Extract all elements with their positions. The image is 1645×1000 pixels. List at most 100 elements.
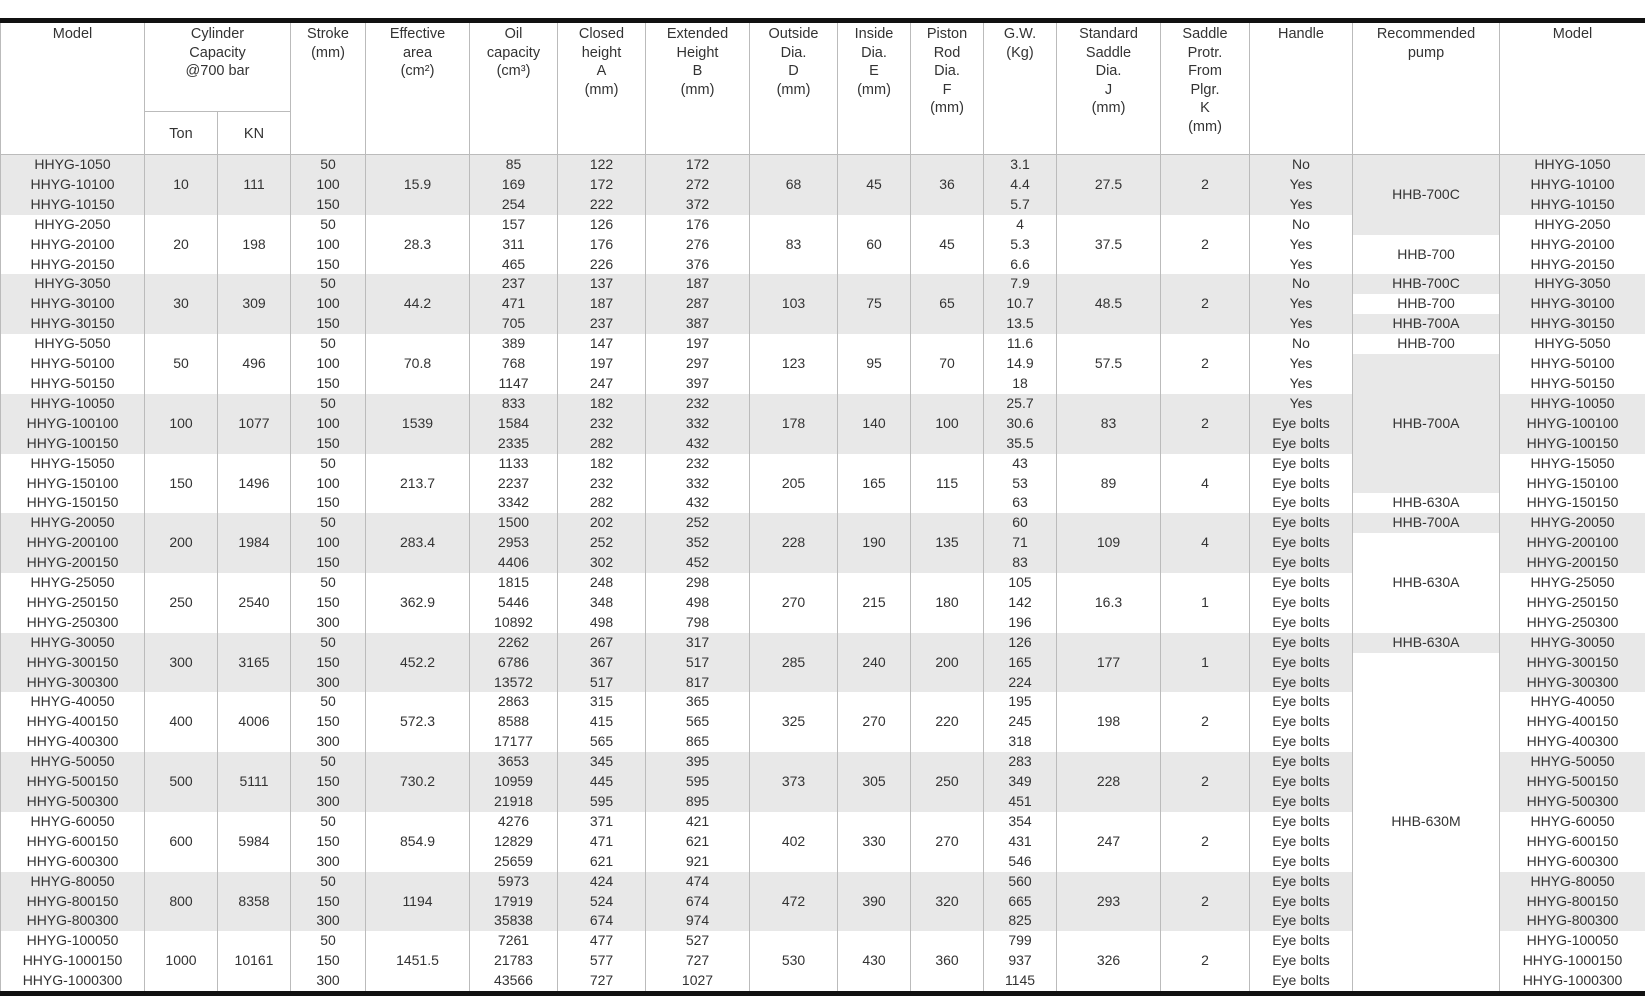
oil-capacity: 8588 bbox=[469, 712, 558, 733]
model: HHYG-3050 bbox=[1499, 274, 1645, 295]
oil-capacity: 4406 bbox=[469, 553, 558, 574]
effective-area: 213.7 bbox=[365, 453, 470, 514]
model: HHYG-300150 bbox=[0, 652, 145, 673]
oil-capacity: 4276 bbox=[469, 811, 558, 832]
rod-dia: 65 bbox=[910, 274, 984, 335]
ton: 600 bbox=[144, 811, 218, 872]
model: HHYG-20050 bbox=[0, 513, 145, 534]
inside-dia: 270 bbox=[837, 692, 911, 753]
rod-dia: 36 bbox=[910, 154, 984, 215]
extended-height: 287 bbox=[645, 294, 750, 315]
closed-height: 424 bbox=[557, 871, 646, 892]
closed-height: 147 bbox=[557, 334, 646, 355]
table-row: HHYG-5050 50 496 50 70.8 389 147 197 123 95 70 11.6… bbox=[0, 334, 1645, 394]
handle: Eye bolts bbox=[1249, 612, 1353, 633]
model: HHYG-30050 bbox=[1499, 632, 1645, 653]
oil-capacity: 157 bbox=[469, 214, 558, 235]
table-row: HHYG-1050 10 111 50 15.9 85 122 172 68 45 36 3.1 27.… bbox=[0, 154, 1645, 235]
handle: Yes bbox=[1249, 294, 1353, 315]
rod-dia: 135 bbox=[910, 513, 984, 574]
table-row: HHYG-20150 150 465 226 376 6.6 Yes HHYG-20150 bbox=[0, 254, 1645, 275]
stroke: 300 bbox=[290, 971, 366, 994]
model: HHYG-150100 bbox=[1499, 473, 1645, 494]
column-header: Closed height A (mm) bbox=[557, 20, 646, 155]
outside-dia: 472 bbox=[749, 871, 838, 932]
gross-weight: 14.9 bbox=[983, 354, 1057, 374]
table-row: HHYG-150100 100 2237 232 332 53 Eye bolts HHYG-… bbox=[0, 473, 1645, 494]
effective-area: 854.9 bbox=[365, 811, 470, 872]
handle: Eye bolts bbox=[1249, 911, 1353, 932]
extended-height: 252 bbox=[645, 513, 750, 534]
oil-capacity: 3342 bbox=[469, 493, 558, 514]
gross-weight: 349 bbox=[983, 772, 1057, 792]
effective-area: 1451.5 bbox=[365, 931, 470, 994]
outside-dia: 205 bbox=[749, 453, 838, 514]
recommended-pump: HHB-700C bbox=[1352, 154, 1500, 235]
closed-height: 348 bbox=[557, 592, 646, 613]
gross-weight: 71 bbox=[983, 533, 1057, 554]
outside-dia: 270 bbox=[749, 573, 838, 633]
inside-dia: 430 bbox=[837, 931, 911, 994]
handle: Eye bolts bbox=[1249, 473, 1353, 494]
closed-height: 315 bbox=[557, 692, 646, 713]
model: HHYG-150100 bbox=[0, 473, 145, 494]
model: HHYG-800300 bbox=[1499, 911, 1645, 932]
stroke: 50 bbox=[290, 274, 366, 295]
gross-weight: 937 bbox=[983, 951, 1057, 972]
gross-weight: 4 bbox=[983, 214, 1057, 235]
outside-dia: 103 bbox=[749, 274, 838, 335]
model: HHYG-10050 bbox=[0, 393, 145, 414]
extended-height: 352 bbox=[645, 533, 750, 554]
gross-weight: 13.5 bbox=[983, 314, 1057, 335]
column-header: Outside Dia. D (mm) bbox=[749, 20, 838, 155]
model: HHYG-1050 bbox=[1499, 154, 1645, 175]
extended-height: 727 bbox=[645, 951, 750, 972]
stroke: 300 bbox=[290, 672, 366, 693]
model: HHYG-20150 bbox=[0, 254, 145, 275]
effective-area: 15.9 bbox=[365, 154, 470, 215]
handle: No bbox=[1249, 334, 1353, 355]
handle: Eye bolts bbox=[1249, 752, 1353, 773]
handle: Eye bolts bbox=[1249, 433, 1353, 454]
column-header: Extended Height B (mm) bbox=[645, 20, 750, 155]
column-header: Saddle Protr. From Plgr. K (mm) bbox=[1160, 20, 1250, 155]
extended-height: 895 bbox=[645, 792, 750, 812]
outside-dia: 285 bbox=[749, 632, 838, 693]
stroke: 50 bbox=[290, 154, 366, 175]
extended-height: 865 bbox=[645, 732, 750, 753]
stroke: 150 bbox=[290, 652, 366, 673]
oil-capacity: 17177 bbox=[469, 732, 558, 753]
model: HHYG-50150 bbox=[1499, 373, 1645, 394]
model: HHYG-10150 bbox=[1499, 194, 1645, 215]
kn: 309 bbox=[217, 274, 291, 335]
oil-capacity: 2863 bbox=[469, 692, 558, 713]
handle: Eye bolts bbox=[1249, 931, 1353, 952]
inside-dia: 190 bbox=[837, 513, 911, 574]
extended-height: 197 bbox=[645, 334, 750, 355]
stroke: 150 bbox=[290, 592, 366, 613]
effective-area: 1194 bbox=[365, 871, 470, 932]
table-row: HHYG-200100 100 2953 252 352 71 Eye bolts HHB-6… bbox=[0, 533, 1645, 633]
oil-capacity: 2262 bbox=[469, 632, 558, 653]
outside-dia: 178 bbox=[749, 393, 838, 454]
kn: 10161 bbox=[217, 931, 291, 994]
oil-capacity: 35838 bbox=[469, 911, 558, 932]
oil-capacity: 2953 bbox=[469, 533, 558, 554]
model: HHYG-250150 bbox=[0, 592, 145, 613]
model: HHYG-100150 bbox=[1499, 433, 1645, 454]
table-row: HHYG-25050 250 2540 50 362.9 1815 248 298 270 215… bbox=[0, 573, 1645, 633]
table-row: HHYG-200150 150 4406 302 452 83 Eye bolts HHYG-… bbox=[0, 553, 1645, 574]
saddle-protrusion: 2 bbox=[1160, 811, 1250, 872]
ton: 10 bbox=[144, 154, 218, 215]
table-row: HHYG-500300 300 21918 595 895 451 Eye bolts HHY… bbox=[0, 792, 1645, 812]
ton: 250 bbox=[144, 573, 218, 633]
gross-weight: 30.6 bbox=[983, 413, 1057, 434]
closed-height: 477 bbox=[557, 931, 646, 952]
oil-capacity: 1500 bbox=[469, 513, 558, 534]
oil-capacity: 7261 bbox=[469, 931, 558, 952]
stroke: 150 bbox=[290, 831, 366, 852]
extended-height: 332 bbox=[645, 473, 750, 494]
table-row: HHYG-40050 400 4006 50 572.3 2863 315 365 325 270… bbox=[0, 692, 1645, 753]
model: HHYG-40050 bbox=[0, 692, 145, 713]
